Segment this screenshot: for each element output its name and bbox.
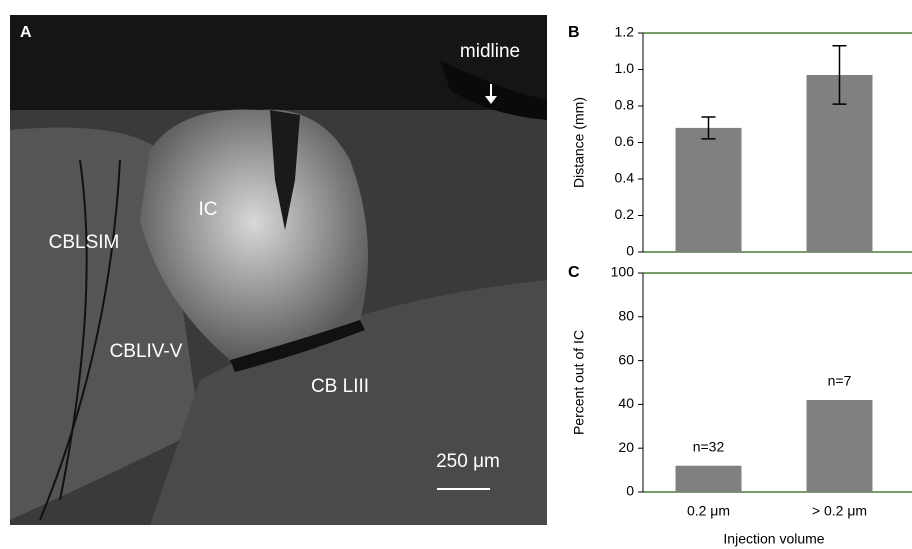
x-axis-label: Injection volume bbox=[723, 531, 824, 547]
y-tick-label: 0.4 bbox=[615, 170, 635, 186]
micrograph bbox=[10, 15, 547, 525]
region-label: CBLIV-V bbox=[110, 341, 183, 362]
y-tick-label: 0.6 bbox=[615, 133, 635, 149]
y-axis-label: Percent out of IC bbox=[571, 330, 587, 435]
scale-bar-label: 250 μm bbox=[436, 451, 500, 472]
annotation: midline bbox=[460, 41, 520, 62]
y-tick-label: 80 bbox=[618, 308, 634, 324]
error-bar bbox=[832, 45, 847, 105]
y-tick-label: 0.8 bbox=[615, 97, 635, 113]
bar-annotation: n=32 bbox=[693, 438, 725, 454]
x-tick-label: > 0.2 μm bbox=[812, 503, 867, 519]
y-tick-label: 1.2 bbox=[615, 24, 635, 40]
panel-label: B bbox=[568, 24, 580, 41]
y-tick-label: 0 bbox=[626, 243, 634, 259]
bar bbox=[806, 400, 873, 492]
y-tick-label: 60 bbox=[618, 351, 634, 367]
y-tick-label: 20 bbox=[618, 439, 634, 455]
y-tick-label: 1.0 bbox=[615, 60, 635, 76]
panel-label: A bbox=[20, 24, 32, 41]
error-bar bbox=[701, 116, 716, 140]
region-label: CBLSIM bbox=[49, 232, 120, 253]
bar bbox=[675, 465, 742, 492]
region-label: CB LIII bbox=[311, 376, 369, 397]
region-label: IC bbox=[199, 199, 218, 220]
panel-label: C bbox=[568, 264, 580, 281]
bar-annotation: n=7 bbox=[828, 373, 852, 389]
y-tick-label: 40 bbox=[618, 395, 634, 411]
bar bbox=[675, 127, 742, 252]
y-axis-label: Distance (mm) bbox=[571, 97, 587, 188]
x-tick-label: 0.2 μm bbox=[687, 503, 730, 519]
y-tick-label: 0 bbox=[626, 483, 634, 499]
y-tick-label: 100 bbox=[611, 264, 635, 280]
y-tick-label: 0.2 bbox=[615, 206, 635, 222]
